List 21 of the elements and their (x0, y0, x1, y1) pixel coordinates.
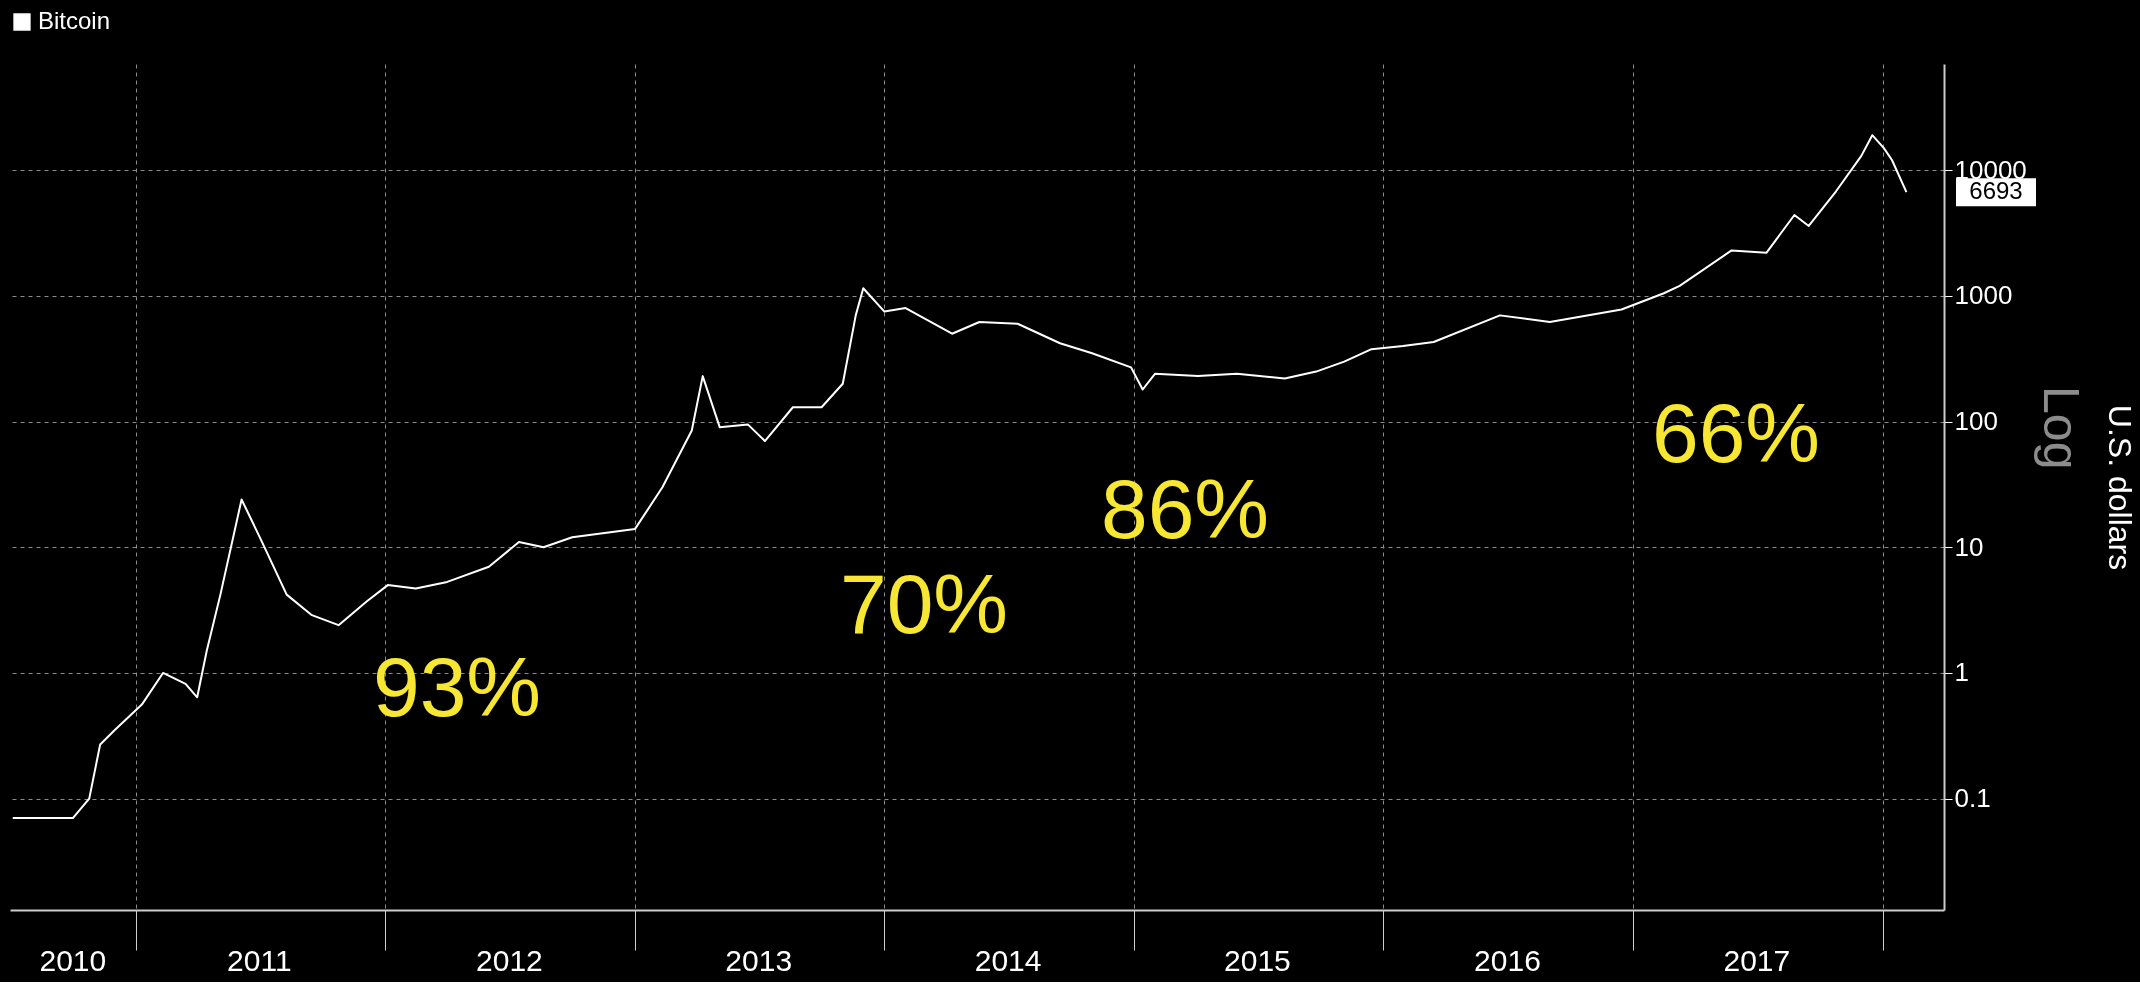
y-tick-label: 10 (1954, 531, 1984, 562)
x-tick-label: 2013 (725, 944, 793, 977)
annotation: 86% (1100, 462, 1270, 556)
x-tick-label: 2012 (476, 944, 543, 977)
x-tick-label: 2017 (1723, 944, 1791, 977)
y-tick-label: 1 (1954, 657, 1969, 688)
x-tick-label: 2011 (227, 944, 292, 977)
x-tick-label: 2010 (39, 944, 107, 977)
x-tick-label: 2015 (1224, 944, 1291, 977)
annotation: 93% (372, 640, 542, 734)
line-series (11, 134, 1908, 820)
y-tick-label: 1000 (1954, 280, 2013, 311)
y-tick-label: 0.1 (1954, 783, 1991, 814)
x-tick-label: 2014 (974, 944, 1042, 977)
legend-label: Bitcoin (38, 7, 111, 34)
text: Log (2033, 386, 2089, 470)
annotation: 66% (1651, 386, 1821, 480)
y-axis-title: U.S. dollars (2101, 404, 2138, 571)
annotation: 70% (839, 557, 1009, 651)
x-tick-label: 2016 (1474, 944, 1541, 977)
y-tick-label: 100 (1954, 406, 1998, 437)
